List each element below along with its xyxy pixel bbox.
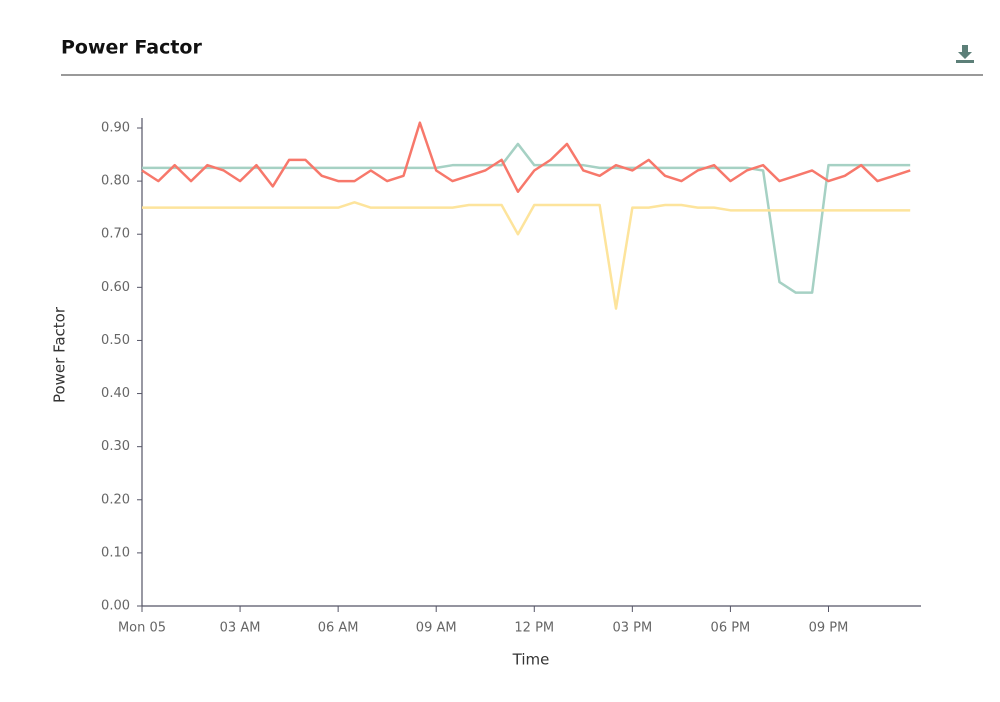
y-tick-label: 0.70 xyxy=(101,227,130,242)
y-axis-label: Power Factor xyxy=(51,306,69,403)
download-button[interactable] xyxy=(955,44,975,64)
y-tick-label: 0.90 xyxy=(101,121,130,136)
series-line xyxy=(142,201,911,310)
x-axis-label: Time xyxy=(512,651,550,669)
download-arrow xyxy=(958,45,972,59)
x-tick-label: 09 PM xyxy=(809,621,849,636)
x-tick-label: 09 AM xyxy=(416,621,457,636)
y-tick-label: 0.00 xyxy=(101,599,130,614)
y-tick-label: 0.50 xyxy=(101,333,130,348)
x-tick-label: 06 AM xyxy=(318,621,359,636)
x-tick-label: Mon 05 xyxy=(118,621,166,636)
x-tick-label: 06 PM xyxy=(711,621,751,636)
y-tick-label: 0.20 xyxy=(101,492,130,507)
x-tick-label: 03 PM xyxy=(612,621,652,636)
panel-title: Power Factor xyxy=(61,37,202,59)
y-tick-label: 0.30 xyxy=(101,439,130,454)
series-line xyxy=(142,142,911,294)
y-tick-label: 0.80 xyxy=(101,174,130,189)
y-tick-label: 0.60 xyxy=(101,280,130,295)
x-tick-label: 12 PM xyxy=(514,621,554,636)
y-tick-label: 0.40 xyxy=(101,386,130,401)
y-tick-label: 0.10 xyxy=(101,545,130,560)
series-line xyxy=(141,121,911,193)
download-base xyxy=(956,60,974,63)
x-tick-label: 03 AM xyxy=(220,621,261,636)
